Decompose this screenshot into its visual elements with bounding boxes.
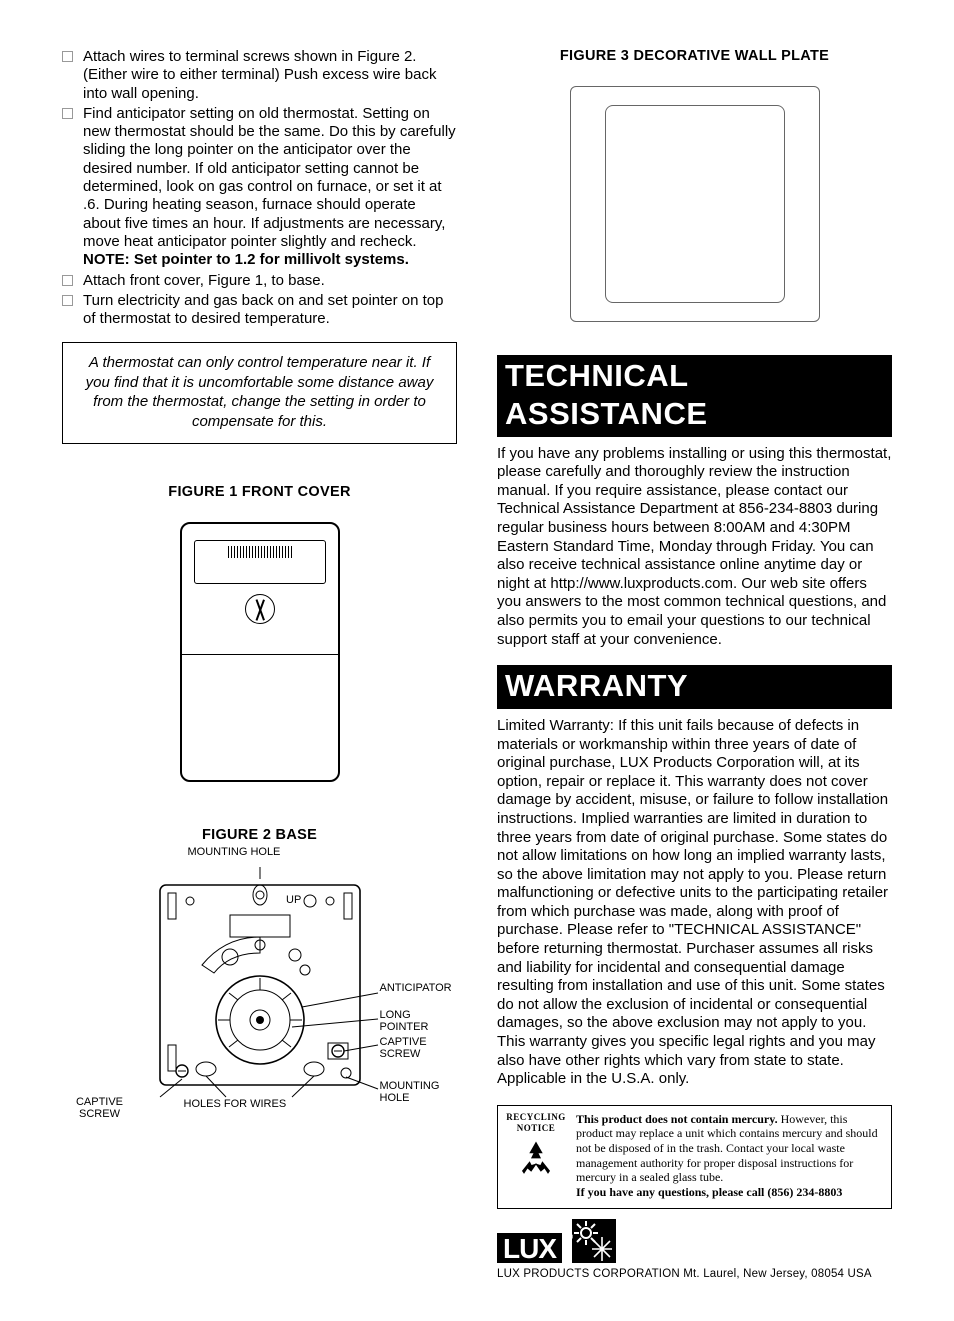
figure-3-caption: FIGURE 3 DECORATIVE WALL PLATE [497, 48, 892, 66]
left-column: Attach wires to terminal screws shown in… [62, 48, 457, 1281]
label-captive-screw-left: CAPTIVE SCREW [70, 1097, 130, 1120]
figure-2: FIGURE 2 BASE UP [62, 827, 457, 1110]
checkbox-icon [62, 108, 73, 119]
compensation-tip-box: A thermostat can only control temperatur… [62, 342, 457, 444]
technical-assistance-body: If you have any problems installing or u… [497, 445, 892, 650]
corporation-line: LUX PRODUCTS CORPORATION Mt. Laurel, New… [497, 1267, 892, 1281]
figure-2-caption: FIGURE 2 BASE [62, 827, 457, 845]
checklist-text: Turn electricity and gas back on and set… [83, 292, 457, 329]
checklist-item: Attach wires to terminal screws shown in… [62, 48, 457, 103]
recycle-icon [515, 1139, 557, 1181]
logo-row: LUX® [497, 1219, 892, 1263]
figure-2-drawing: UP [130, 865, 390, 1105]
checkbox-icon [62, 51, 73, 62]
figure-1-drawing [180, 522, 340, 782]
install-checklist: Attach wires to terminal screws shown in… [62, 48, 457, 328]
checklist-text: Attach front cover, Figure 1, to base. [83, 272, 457, 290]
checklist-item: Turn electricity and gas back on and set… [62, 292, 457, 329]
label-holes-for-wires: HOLES FOR WIRES [184, 1099, 287, 1111]
label-mounting-hole-right: MOUNTING HOLE [380, 1081, 440, 1104]
figure-3: FIGURE 3 DECORATIVE WALL PLATE [497, 48, 892, 327]
checklist-text: Attach wires to terminal screws shown in… [83, 48, 457, 103]
figure-3-drawing [570, 86, 820, 322]
label-anticipator: ANTICIPATOR [380, 983, 452, 995]
right-column: FIGURE 3 DECORATIVE WALL PLATE TECHNICAL… [497, 48, 892, 1281]
label-captive-screw-right: CAPTIVE SCREW [380, 1037, 440, 1060]
technical-assistance-header: TECHNICAL ASSISTANCE [497, 355, 892, 437]
sun-snowflake-icon [572, 1219, 616, 1263]
checklist-item: Find anticipator setting on old thermost… [62, 105, 457, 270]
lux-logo: LUX® [497, 1233, 562, 1263]
checklist-item: Attach front cover, Figure 1, to base. [62, 272, 457, 290]
recycling-text: This product does not contain mercury. H… [576, 1112, 883, 1200]
checkbox-icon [62, 295, 73, 306]
checkbox-icon [62, 275, 73, 286]
label-long-pointer: LONG POINTER [380, 1010, 440, 1033]
up-label: UP [286, 894, 301, 906]
millivolt-note: NOTE: Set pointer to 1.2 for millivolt s… [83, 251, 409, 268]
checklist-text: Find anticipator setting on old thermost… [83, 105, 457, 270]
figure-1-caption: FIGURE 1 FRONT COVER [62, 484, 457, 502]
recycling-label: RECYCLING NOTICE [506, 1112, 566, 1200]
warranty-header: WARRANTY [497, 665, 892, 709]
warranty-body: Limited Warranty: If this unit fails bec… [497, 717, 892, 1089]
figure-1: FIGURE 1 FRONT COVER [62, 484, 457, 787]
label-mounting-hole-top: MOUNTING HOLE [188, 847, 281, 859]
recycling-notice-box: RECYCLING NOTICE This product does not c… [497, 1105, 892, 1209]
